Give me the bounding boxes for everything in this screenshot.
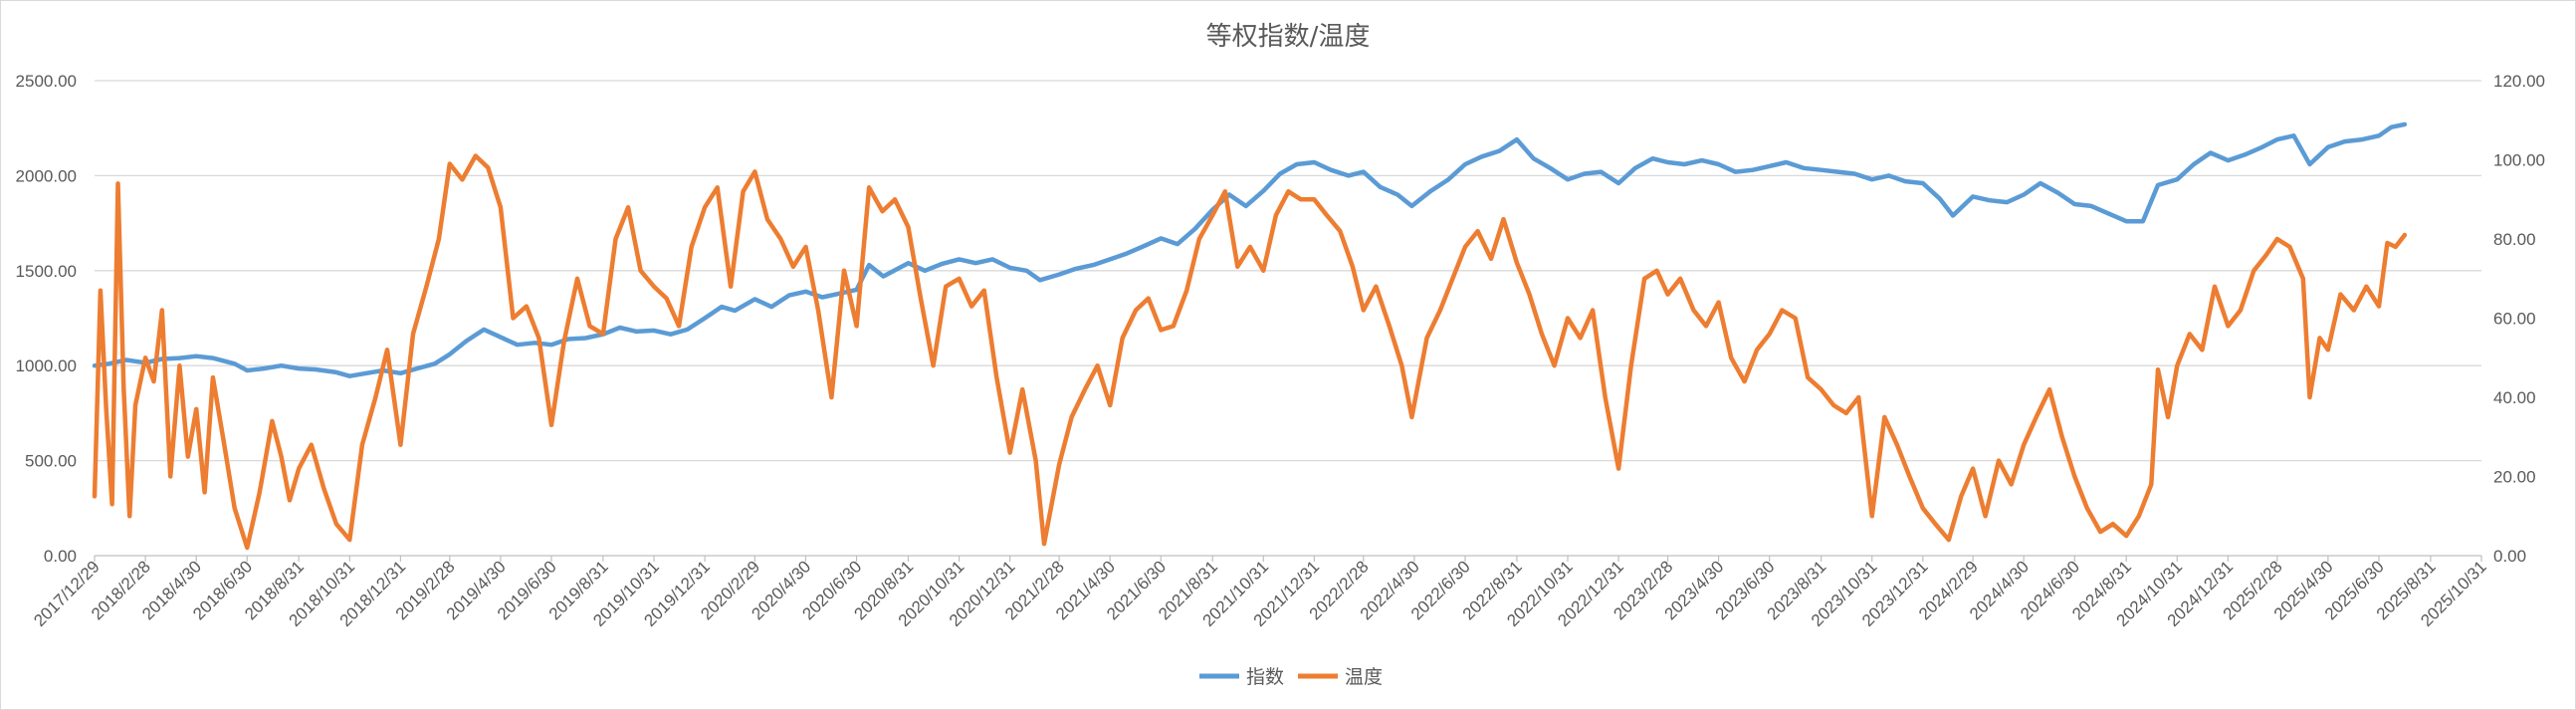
legend-label-index: 指数	[1246, 666, 1284, 688]
left-axis-tick-label: 2500.00	[16, 72, 77, 91]
right-axis-ticks: 0.00 20.00 40.00 60.00 80.00 100.00 120.00	[2493, 72, 2545, 566]
left-axis-tick-label: 0.00	[44, 547, 77, 566]
chart-title: 等权指数/温度	[1206, 22, 1371, 52]
left-axis-tick-label: 1500.00	[16, 262, 77, 281]
right-axis-tick-label: 80.00	[2493, 230, 2536, 249]
right-axis-tick-label: 60.00	[2493, 310, 2536, 329]
right-axis-tick-label: 100.00	[2493, 151, 2545, 170]
left-axis-tick-label: 2000.00	[16, 166, 77, 185]
left-axis-tick-label: 1000.00	[16, 356, 77, 375]
x-axis-tick-label: 2017/12/29	[30, 557, 104, 630]
right-axis-tick-label: 20.00	[2493, 468, 2536, 487]
x-axis-ticks: 2017/12/292018/2/282018/4/302018/6/30201…	[30, 556, 2490, 630]
gridlines	[95, 80, 2481, 557]
right-axis-tick-label: 0.00	[2493, 547, 2526, 566]
left-axis-ticks: 0.00 500.00 1000.00 1500.00 2000.00 2500.00	[16, 72, 77, 566]
left-axis-tick-label: 500.00	[25, 452, 77, 471]
series-line-index	[92, 121, 2408, 378]
right-axis-tick-label: 120.00	[2493, 72, 2545, 91]
legend-label-temperature: 温度	[1345, 666, 1383, 688]
right-axis-tick-label: 40.00	[2493, 388, 2536, 407]
series-line-temperature	[92, 153, 2408, 551]
legend: 指数 温度	[1199, 666, 1383, 688]
series-lines	[92, 121, 2408, 551]
